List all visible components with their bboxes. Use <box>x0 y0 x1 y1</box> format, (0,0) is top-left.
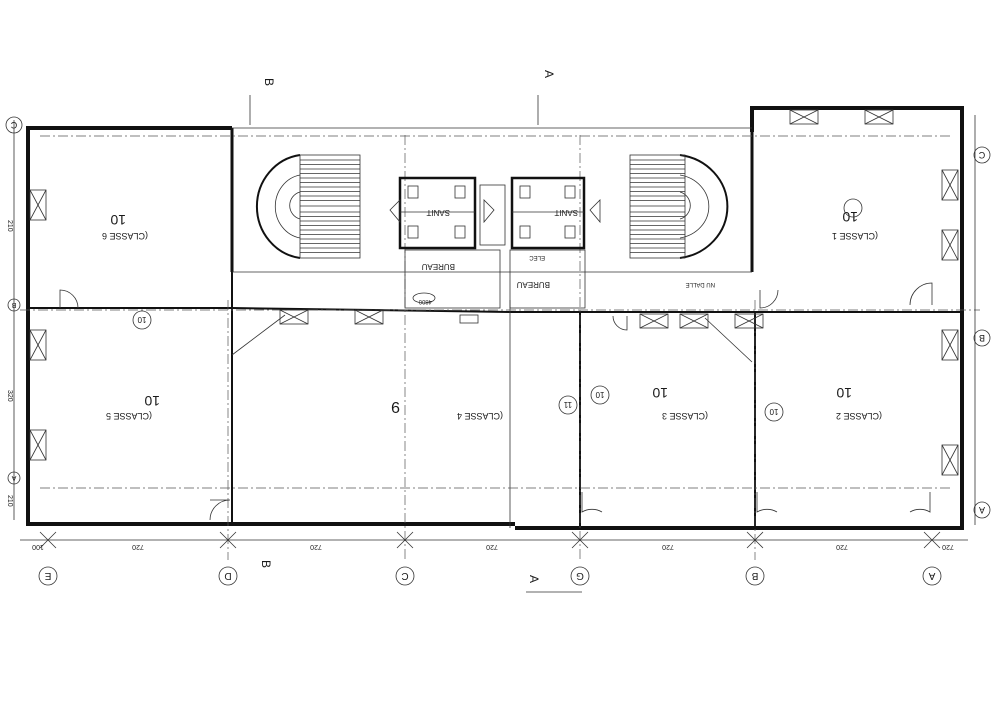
circle-tag-4: 11 <box>563 400 572 409</box>
dimension-label: 720 <box>486 543 498 550</box>
sanitary-block-right <box>510 176 586 250</box>
window <box>864 109 894 125</box>
dimension-label: 720 <box>942 543 954 550</box>
axis-right-c: C <box>978 150 985 160</box>
dim-side-3: 210 <box>6 495 13 507</box>
section-mark-a-top: A <box>542 70 556 78</box>
doors <box>59 199 933 521</box>
window <box>639 313 669 329</box>
sanitary-block-left <box>398 176 506 250</box>
room-label-classe-5: (CLASSE 5 <box>106 411 152 421</box>
side-axis-markers: C B A C B A <box>5 115 991 525</box>
room-label-classe-3: (CLASSE 3 <box>662 411 708 421</box>
window <box>29 189 47 221</box>
bureau-tag: 4800 <box>418 298 432 304</box>
side-dimensions: 210 320 210 <box>6 220 13 507</box>
dimension-label: 100 <box>32 543 44 550</box>
axis-marker-circle <box>38 566 58 586</box>
window <box>354 309 384 325</box>
axis-marker-label: A <box>928 570 935 581</box>
bureau-label-right: BUREAU <box>516 280 550 289</box>
axis-marker-label: C <box>401 570 408 581</box>
section-mark-b-bottom: B <box>259 560 273 568</box>
dimension-label: 720 <box>662 543 674 550</box>
axis-marker-circle <box>922 566 942 586</box>
staircase-right <box>629 154 729 259</box>
axis-marker-label: G <box>576 570 584 581</box>
dimension-label: 720 <box>836 543 848 550</box>
room-label-classe-2: (CLASSE 2 <box>836 411 882 421</box>
room-number-classe-1: 10 <box>842 209 858 225</box>
exterior-walls <box>26 106 964 530</box>
axis-marker-circle <box>745 566 765 586</box>
window <box>279 309 309 325</box>
window <box>29 429 47 461</box>
window <box>941 329 959 361</box>
sanit-label-left: SANIT <box>426 208 450 217</box>
staircase-left <box>255 154 361 259</box>
axis-left-c: C <box>10 120 17 130</box>
room-number-classe-6: 10 <box>110 212 126 228</box>
section-marks: A A B B <box>249 70 582 593</box>
room-label-classe-1: (CLASSE 1 <box>832 231 878 241</box>
axis-marker-label: D <box>224 570 231 581</box>
axis-marker-circle <box>395 566 415 586</box>
circle-tag-3: 10 <box>769 407 778 416</box>
axis-marker-circle <box>218 566 238 586</box>
axis-marker-label: B <box>751 570 758 581</box>
bureau-rooms <box>404 249 586 324</box>
room-number-classe-3: 10 <box>652 385 668 401</box>
window <box>29 329 47 361</box>
bureau-label-left: BUREAU <box>421 262 455 271</box>
service-labels: SANIT SANIT BUREAU BUREAU ELEC NU DALLE … <box>412 208 715 304</box>
circle-tag-1: 10 <box>137 315 146 324</box>
dim-side-2: 320 <box>6 390 13 402</box>
window <box>941 229 959 261</box>
window <box>734 313 764 329</box>
elec-label: ELEC <box>529 254 545 260</box>
room-number-classe-2: 10 <box>836 385 852 401</box>
axis-left-a: A <box>11 474 16 481</box>
room-number-classe-5: 10 <box>144 393 160 409</box>
section-mark-a-bottom: A <box>527 575 541 583</box>
dimension-label: 720 <box>310 543 322 550</box>
room-number-classe-4: 9 <box>391 398 400 415</box>
interior-walls <box>28 271 962 528</box>
circle-tags: 10 10 10 11 <box>132 198 863 422</box>
window <box>679 313 709 329</box>
circle-tag-2: 10 <box>595 390 604 399</box>
sanit-label-right: SANIT <box>554 208 578 217</box>
room-label-classe-4: (CLASSE 4 <box>457 411 503 421</box>
window <box>941 169 959 201</box>
nu-dalle-label: NU DALLE <box>686 281 715 287</box>
axis-marker-circle <box>570 566 590 586</box>
section-mark-b-top: B <box>262 78 276 86</box>
dim-side-1: 210 <box>6 220 13 232</box>
windows <box>29 109 959 476</box>
axis-right-a: A <box>979 505 985 515</box>
room-labels: (CLASSE 6 10 (CLASSE 5 10 (CLASSE 4 9 (C… <box>102 209 882 421</box>
axis-left-b: B <box>11 301 16 308</box>
dimension-label: 720 <box>132 543 144 550</box>
window <box>941 444 959 476</box>
axis-right-b: B <box>979 333 985 343</box>
axis-lines <box>20 135 980 560</box>
axis-marker-label: E <box>44 570 51 581</box>
bottom-axis-markers: E D C G B A 100 720 720 720 720 720 720 <box>20 531 968 586</box>
room-label-classe-6: (CLASSE 6 <box>102 231 148 241</box>
window <box>789 109 819 125</box>
